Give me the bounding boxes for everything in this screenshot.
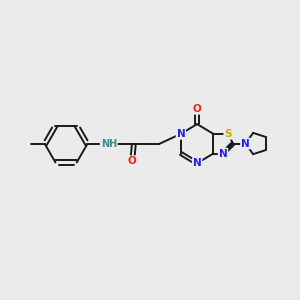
Text: N: N <box>193 158 202 168</box>
Text: N: N <box>176 129 185 139</box>
Text: N: N <box>219 148 227 158</box>
Text: N: N <box>241 139 250 148</box>
Text: S: S <box>224 129 232 139</box>
Text: O: O <box>128 156 137 166</box>
Text: NH: NH <box>101 139 117 149</box>
Text: O: O <box>193 104 202 114</box>
